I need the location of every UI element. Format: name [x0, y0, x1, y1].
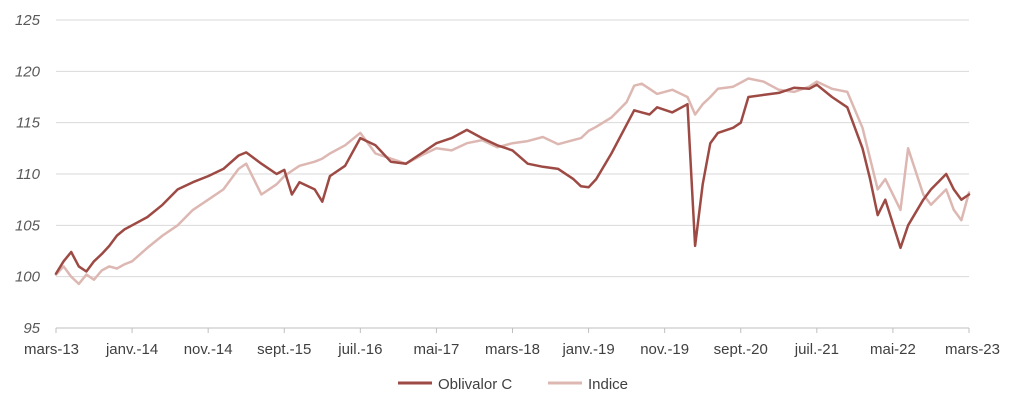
y-tick-label: 125 [15, 12, 41, 29]
y-tick-label: 120 [15, 63, 41, 80]
x-tick-label: sept.-20 [714, 341, 768, 358]
y-tick-label: 95 [23, 320, 40, 337]
legend-item-indice: Indice [548, 376, 628, 393]
series-lines [54, 77, 971, 286]
gridlines [56, 19, 969, 278]
y-tick-label: 115 [16, 115, 41, 132]
legend-item-oblivalor: Oblivalor C [398, 376, 512, 393]
x-tick-label: juil.-16 [337, 341, 382, 358]
x-tick-label: mai-22 [870, 341, 916, 358]
x-axis: mars-13 janv.-14 nov.-14 sept.-15 juil.-16 ma… [24, 327, 1000, 358]
x-tick-label: mars-18 [485, 341, 540, 358]
y-tick-label: 100 [15, 269, 41, 286]
series-line-oblivalor [54, 83, 971, 275]
x-tick-label: mars-23 [945, 341, 1000, 358]
legend-label-indice: Indice [588, 376, 628, 393]
legend: Oblivalor C Indice [398, 376, 628, 393]
y-tick-label: 110 [16, 166, 41, 183]
y-tick-label: 105 [15, 217, 41, 234]
x-tick-label: mars-13 [24, 341, 79, 358]
x-tick-label: mai-17 [413, 341, 459, 358]
x-tick-label: sept.-15 [257, 341, 311, 358]
x-tick-label: nov.-19 [640, 341, 689, 358]
x-tick-label: janv.-19 [561, 341, 614, 358]
x-tick-label: janv.-14 [105, 341, 158, 358]
x-tick-label: nov.-14 [184, 341, 233, 358]
series-line-indice [54, 77, 971, 286]
legend-label-oblivalor: Oblivalor C [438, 376, 512, 393]
x-tick-label: juil.-21 [794, 341, 839, 358]
y-axis: 95 100 105 110 115 120 125 [15, 12, 41, 337]
